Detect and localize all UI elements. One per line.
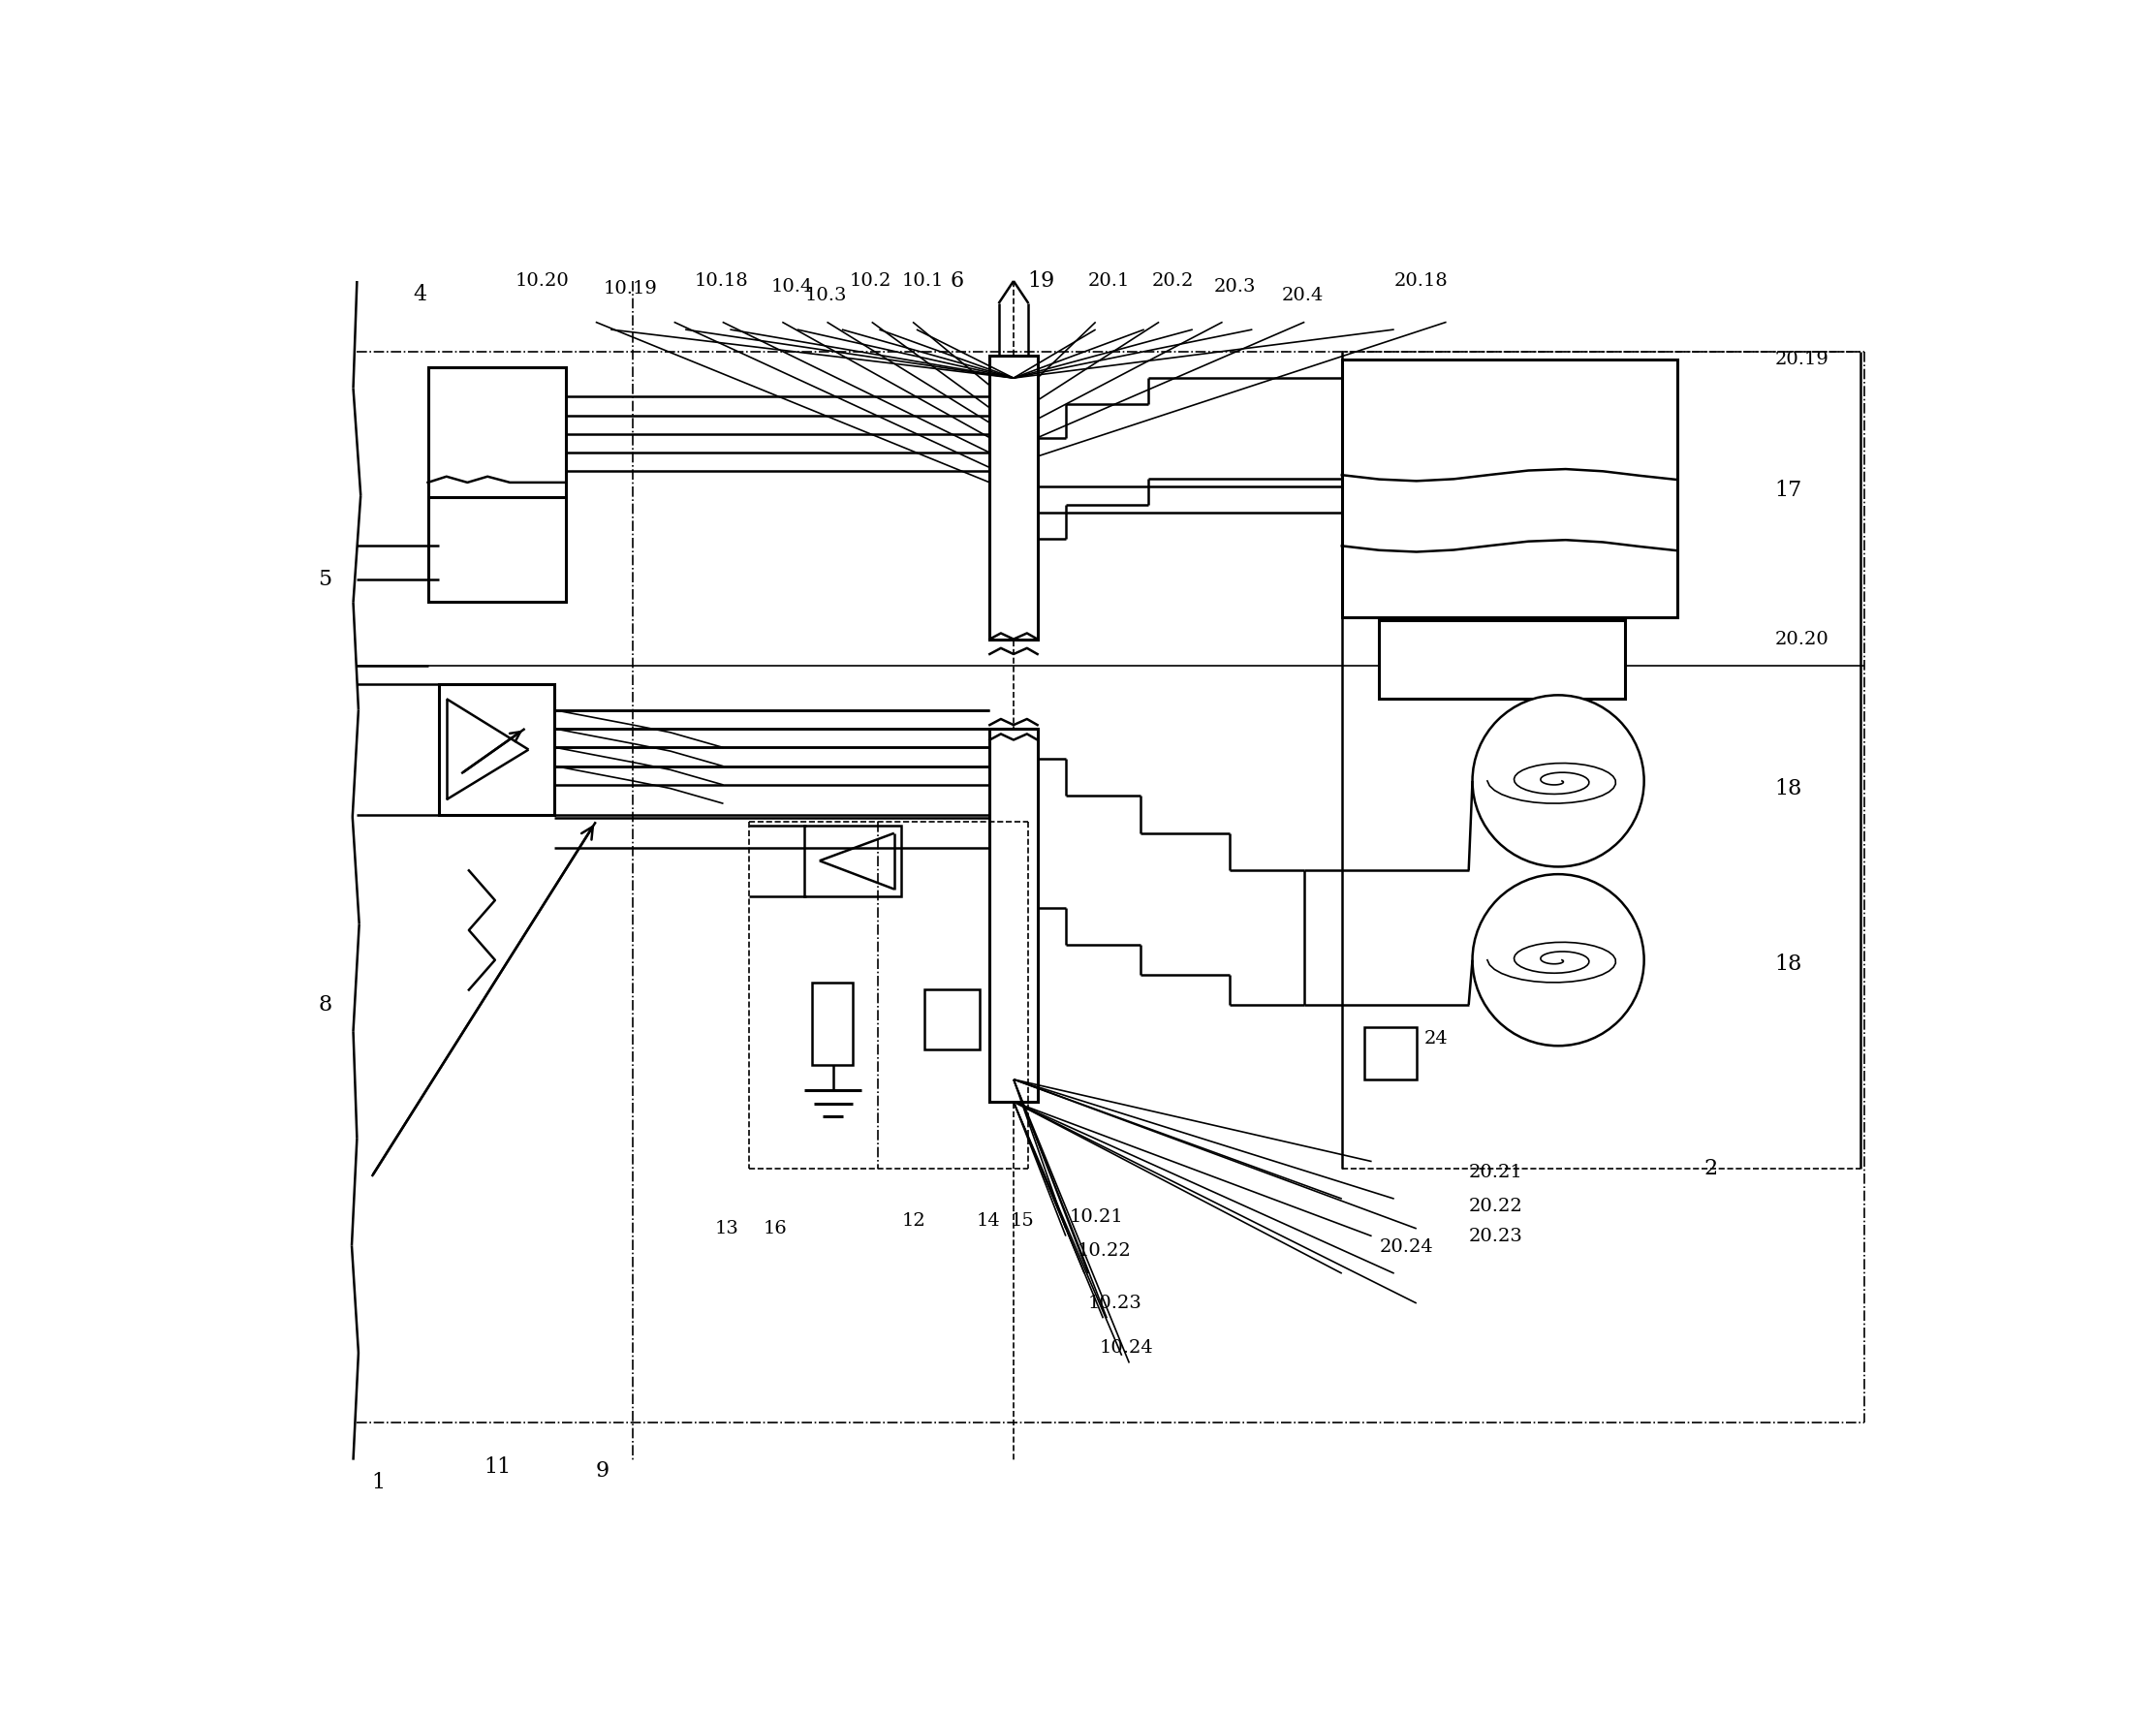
Text: 10.4: 10.4 xyxy=(772,279,813,296)
Bar xyxy=(1365,1027,1416,1080)
Text: 13: 13 xyxy=(716,1219,740,1237)
Bar xyxy=(440,685,554,815)
Text: 10.21: 10.21 xyxy=(1069,1209,1123,1226)
Text: 2: 2 xyxy=(1703,1158,1718,1180)
Text: 10.24: 10.24 xyxy=(1100,1340,1153,1357)
Text: 20.23: 20.23 xyxy=(1468,1228,1522,1245)
Text: 1: 1 xyxy=(371,1472,386,1493)
Text: 18: 18 xyxy=(1774,953,1802,975)
Text: 12: 12 xyxy=(901,1213,925,1230)
Bar xyxy=(990,356,1039,640)
Text: 20.3: 20.3 xyxy=(1214,279,1255,296)
Text: 10.18: 10.18 xyxy=(694,272,748,289)
Text: 15: 15 xyxy=(1009,1213,1035,1230)
Text: 20.20: 20.20 xyxy=(1774,631,1828,648)
Text: 10.2: 10.2 xyxy=(849,272,890,289)
Text: 11: 11 xyxy=(483,1457,511,1477)
Bar xyxy=(1380,621,1626,698)
Text: 20.19: 20.19 xyxy=(1774,351,1828,368)
Text: 20.4: 20.4 xyxy=(1283,287,1324,304)
Text: 20.18: 20.18 xyxy=(1395,272,1449,289)
Text: 20.24: 20.24 xyxy=(1380,1238,1434,1256)
Bar xyxy=(427,366,565,538)
Bar xyxy=(1341,359,1677,617)
Text: 10.20: 10.20 xyxy=(515,272,569,289)
Text: 5: 5 xyxy=(319,569,332,590)
Text: 20.1: 20.1 xyxy=(1089,272,1130,289)
Text: 19: 19 xyxy=(1026,270,1054,292)
Text: 24: 24 xyxy=(1423,1030,1449,1047)
Text: 20.21: 20.21 xyxy=(1468,1164,1522,1182)
Bar xyxy=(925,989,981,1049)
Text: 10.3: 10.3 xyxy=(804,287,847,304)
Text: 8: 8 xyxy=(319,994,332,1015)
Text: 20.2: 20.2 xyxy=(1151,272,1194,289)
Text: 10.19: 10.19 xyxy=(604,280,658,298)
Text: 10.1: 10.1 xyxy=(901,272,944,289)
Circle shape xyxy=(1473,874,1645,1046)
Text: 6: 6 xyxy=(951,270,964,292)
Bar xyxy=(813,982,854,1065)
Text: 16: 16 xyxy=(763,1219,787,1237)
Circle shape xyxy=(1473,695,1645,867)
Text: 17: 17 xyxy=(1774,480,1802,501)
Bar xyxy=(990,729,1039,1103)
Text: 10.22: 10.22 xyxy=(1078,1242,1132,1259)
Bar xyxy=(427,497,565,602)
Text: 4: 4 xyxy=(414,284,427,304)
Text: 14: 14 xyxy=(977,1213,1000,1230)
Text: 10.23: 10.23 xyxy=(1089,1295,1143,1312)
Bar xyxy=(804,826,901,896)
Text: 20.22: 20.22 xyxy=(1468,1197,1522,1214)
Text: 9: 9 xyxy=(595,1460,610,1481)
Text: 18: 18 xyxy=(1774,777,1802,800)
